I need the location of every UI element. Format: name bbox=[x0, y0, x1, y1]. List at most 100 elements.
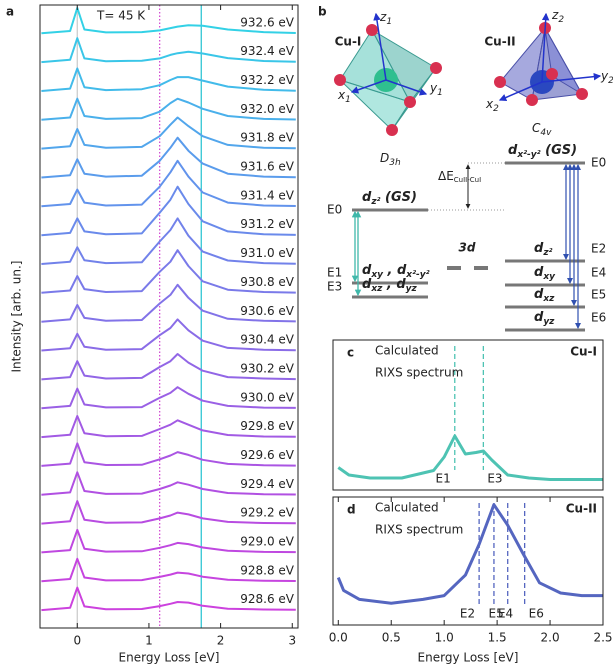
subscript: z² bbox=[370, 197, 380, 207]
subscript: 1 bbox=[386, 17, 392, 27]
series-label: 930.4 eV bbox=[240, 333, 295, 347]
x-tick-label: 1 bbox=[145, 634, 153, 648]
series-label: 931.0 eV bbox=[240, 246, 295, 260]
orbital-label: dyz bbox=[534, 310, 555, 327]
subscript: z² bbox=[542, 248, 552, 258]
x-tick-label: 0.5 bbox=[382, 631, 401, 645]
text-part: (GS) bbox=[381, 190, 417, 205]
axis-label: x1 bbox=[337, 88, 351, 105]
state-label: E3 bbox=[327, 280, 342, 294]
site-name: Cu-I bbox=[335, 35, 362, 49]
subscript: 2 bbox=[558, 15, 564, 25]
annotation: Calculated bbox=[375, 501, 439, 515]
panel-label: d bbox=[347, 503, 356, 517]
subscript: xy bbox=[542, 272, 556, 282]
series-label: 931.6 eV bbox=[240, 160, 295, 174]
series-label: 929.8 eV bbox=[240, 419, 295, 433]
marker-label: E1 bbox=[436, 472, 451, 486]
subscript: x²-y² bbox=[405, 270, 429, 280]
panel-label: b bbox=[318, 5, 327, 19]
subscript: 1 bbox=[437, 88, 443, 98]
subscript: 3h bbox=[389, 158, 401, 168]
text-part: , d bbox=[383, 263, 407, 278]
series-label: 932.0 eV bbox=[240, 102, 295, 116]
subscript: 2 bbox=[493, 104, 499, 114]
orbital-label: dx²-y² (GS) bbox=[508, 143, 577, 160]
spectrum bbox=[338, 505, 603, 604]
annotation: RIXS spectrum bbox=[375, 366, 463, 380]
plot-frame bbox=[333, 340, 603, 490]
series-label: 932.6 eV bbox=[240, 15, 295, 29]
series-label: 928.8 eV bbox=[240, 563, 295, 577]
series-label: 929.2 eV bbox=[240, 506, 295, 520]
x-tick-label: 1.5 bbox=[488, 631, 507, 645]
state-label: E0 bbox=[327, 203, 342, 217]
series-label: 929.4 eV bbox=[240, 477, 295, 491]
orbital-label: dz² bbox=[534, 241, 553, 258]
series-label: 929.6 eV bbox=[240, 448, 295, 462]
symmetry-label: D3h bbox=[380, 151, 401, 168]
x-axis-label: Energy Loss [eV] bbox=[119, 651, 220, 665]
x-tick-label: 1.0 bbox=[435, 631, 454, 645]
marker-label: E3 bbox=[487, 472, 502, 486]
spectrum bbox=[338, 436, 603, 480]
text-part: , d bbox=[382, 277, 406, 292]
symmetry-label: C4v bbox=[532, 121, 552, 138]
orbital-label: dxy bbox=[534, 265, 556, 282]
subscript: yz bbox=[543, 317, 555, 327]
x-tick-label: 0 bbox=[73, 634, 81, 648]
x-tick-label: 2.5 bbox=[593, 631, 612, 645]
axis-label: z1 bbox=[379, 10, 392, 27]
subscript: x²-y² bbox=[516, 150, 540, 160]
marker-label: E6 bbox=[529, 607, 544, 621]
subscript: xz bbox=[370, 284, 383, 294]
shell-label: 3d bbox=[459, 241, 476, 255]
marker-label: E5 bbox=[488, 607, 503, 621]
orbital-label: dz² (GS) bbox=[362, 190, 417, 207]
x-tick-label: 3 bbox=[288, 634, 296, 648]
annotation: Calculated bbox=[375, 344, 439, 358]
series-label: 930.6 eV bbox=[240, 304, 295, 318]
marker-label: E2 bbox=[460, 607, 475, 621]
x-tick-label: 2.0 bbox=[541, 631, 560, 645]
figure: 932.6 eV932.4 eV932.2 eV932.0 eV931.8 eV… bbox=[0, 0, 613, 668]
text-part: ΔE bbox=[438, 169, 454, 183]
cu1-polyhedron bbox=[334, 14, 442, 136]
delta-label: ΔECuII-CuI bbox=[438, 169, 481, 185]
series-label: 931.8 eV bbox=[240, 131, 295, 145]
subscript: CuII-CuI bbox=[454, 176, 481, 184]
subscript: 1 bbox=[345, 95, 351, 105]
panel-title: Cu-II bbox=[566, 502, 597, 516]
x-axis-label: Energy Loss [eV] bbox=[418, 651, 519, 665]
series-label: 929.0 eV bbox=[240, 535, 295, 549]
annotation: T= 45 K bbox=[96, 9, 146, 23]
axis-label: y1 bbox=[429, 81, 443, 98]
orbital-label: dxz bbox=[534, 287, 555, 304]
axis-label: y2 bbox=[600, 69, 613, 86]
subscript: 4v bbox=[540, 128, 552, 138]
panel-label: c bbox=[347, 346, 354, 360]
series-label: 930.2 eV bbox=[240, 361, 295, 375]
site-name: Cu-II bbox=[484, 35, 515, 49]
panel-label: a bbox=[6, 5, 14, 19]
annotation: RIXS spectrum bbox=[375, 523, 463, 537]
text-part: D bbox=[380, 151, 389, 165]
series-label: 931.2 eV bbox=[240, 217, 295, 231]
text-part: (GS) bbox=[541, 143, 577, 158]
axis-label: z2 bbox=[551, 8, 564, 25]
subscript: 2 bbox=[608, 76, 613, 86]
state-label: E2 bbox=[591, 242, 606, 256]
series-label: 928.6 eV bbox=[240, 592, 295, 606]
state-label: E4 bbox=[591, 266, 606, 280]
subscript: yz bbox=[406, 284, 418, 294]
state-label: E0 bbox=[591, 156, 606, 170]
cu2-polyhedron bbox=[494, 14, 600, 106]
state-label: E5 bbox=[591, 288, 606, 302]
subscript: xz bbox=[542, 294, 555, 304]
axis-label: x2 bbox=[485, 97, 499, 114]
x-tick-label: 2 bbox=[217, 634, 225, 648]
state-label: E6 bbox=[591, 311, 606, 325]
series-label: 931.4 eV bbox=[240, 188, 295, 202]
series-label: 930.0 eV bbox=[240, 390, 295, 404]
x-tick-label: 0.0 bbox=[329, 631, 348, 645]
